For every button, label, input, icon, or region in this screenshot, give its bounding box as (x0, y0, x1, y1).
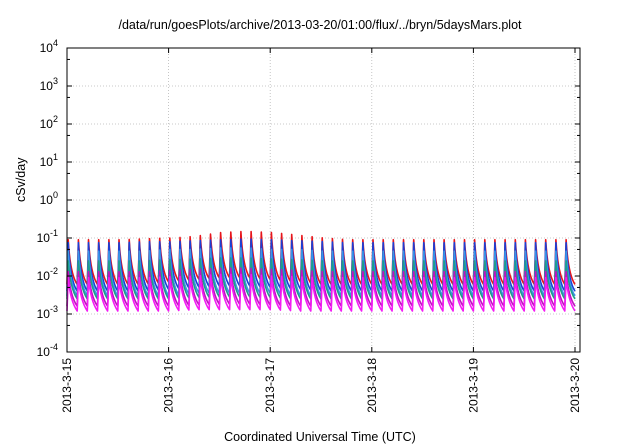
x-tick-label: 2013-3-16 (162, 358, 176, 413)
y-tick-label: 10-1 (37, 228, 58, 245)
x-tick-label: 2013-3-19 (466, 358, 480, 413)
x-axis-label: Coordinated Universal Time (UTC) (224, 430, 416, 444)
chart-title: /data/run/goesPlots/archive/2013-03-20/0… (118, 18, 522, 32)
y-tick-label: 103 (40, 76, 58, 93)
y-tick-label: 104 (40, 38, 58, 55)
data-series-6 (66, 273, 576, 312)
y-tick-label: 102 (40, 114, 58, 131)
x-tick-label: 2013-3-20 (568, 358, 582, 413)
y-tick-label: 10-4 (37, 342, 58, 359)
x-tick-label: 2013-3-17 (263, 358, 277, 413)
x-tick-label: 2013-3-15 (60, 358, 74, 413)
x-tick-label: 2013-3-18 (365, 358, 379, 413)
y-tick-label: 10-3 (37, 304, 58, 321)
plot-frame (66, 47, 581, 353)
y-tick-label: 100 (40, 190, 58, 207)
y-tick-label: 101 (40, 152, 58, 169)
y-tick-label: 10-2 (37, 266, 58, 283)
